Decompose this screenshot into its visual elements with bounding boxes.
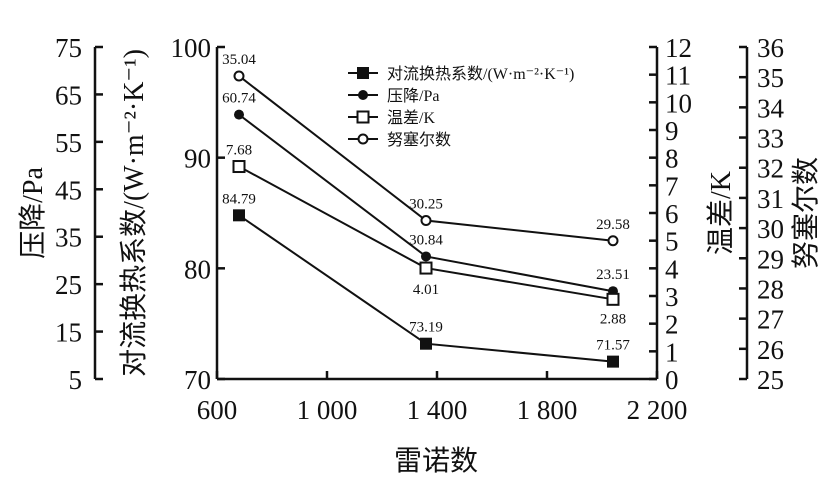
data-point-temp — [419, 261, 433, 275]
temp-tick-label: 6 — [665, 199, 679, 229]
pressure-tick-label: 5 — [69, 365, 83, 395]
nu-tick-label: 30 — [757, 214, 784, 244]
x-tick-label: 600 — [197, 395, 238, 425]
x-tick-label: 1 800 — [517, 395, 578, 425]
temp-tick-label: 10 — [665, 88, 692, 118]
nu-tick-label: 25 — [757, 365, 784, 395]
data-label-heat: 84.79 — [222, 191, 256, 207]
pressure-tick-label: 25 — [55, 270, 82, 300]
legend-label-pressure: 压降/Pa — [387, 87, 439, 105]
pressure-tick-label: 65 — [55, 80, 82, 110]
data-label-nu: 35.04 — [222, 52, 256, 68]
nu-tick-label: 32 — [757, 154, 784, 184]
heat-tick-label: 80 — [184, 254, 211, 284]
data-point-nu — [607, 235, 619, 247]
data-label-heat: 73.19 — [409, 320, 443, 336]
temp-tick-label: 3 — [665, 282, 679, 312]
heat-tick-label: 90 — [184, 144, 211, 174]
temp-tick-label: 4 — [665, 254, 679, 284]
temp-tick-label: 11 — [665, 61, 691, 91]
nu-tick-label: 26 — [757, 335, 784, 365]
nu-tick-label: 35 — [757, 63, 784, 93]
data-label-pressure: 23.51 — [596, 267, 630, 283]
x-tick-label: 1 400 — [407, 395, 468, 425]
data-point-pressure — [421, 251, 431, 262]
data-label-temp: 7.68 — [226, 143, 252, 159]
x-tick-label: 1 000 — [297, 395, 358, 425]
nu-tick-label: 34 — [757, 93, 785, 123]
pressure-axis-title: 压降/Pa — [17, 167, 49, 259]
pressure-tick-label: 55 — [55, 128, 82, 158]
data-point-nu — [233, 70, 245, 82]
nu-axis-title: 努塞尔数 — [790, 157, 822, 269]
legend-label-heat: 对流换热系数/(W·m⁻²·K⁻¹) — [387, 65, 574, 83]
temp-tick-label: 9 — [665, 116, 679, 146]
data-label-temp: 4.01 — [413, 282, 439, 298]
legend: 对流换热系数/(W·m⁻²·K⁻¹) 压降/Pa 温差/K 努塞尔数 — [348, 65, 574, 149]
temp-tick-label: 1 — [665, 337, 679, 367]
nu-tick-label: 31 — [757, 184, 784, 214]
temp-tick-label: 2 — [665, 310, 679, 340]
temp-tick-label: 8 — [665, 144, 679, 174]
data-point-temp — [232, 160, 246, 174]
data-point-nu — [420, 215, 432, 227]
data-label-pressure: 60.74 — [222, 91, 256, 107]
nu-tick-label: 29 — [757, 244, 784, 274]
temp-axis-title: 温差/K — [705, 171, 737, 255]
legend-label-temp: 温差/K — [387, 109, 435, 127]
pressure-tick-label: 15 — [55, 318, 82, 348]
x-axis-title: 雷诺数 — [394, 445, 478, 477]
temp-tick-label: 5 — [665, 227, 679, 257]
legend-label-nu: 努塞尔数 — [387, 131, 451, 149]
legend-marker-nu — [357, 133, 369, 145]
temp-tick-label: 7 — [665, 171, 679, 201]
data-point-heat — [607, 355, 619, 368]
temp-tick-label: 0 — [665, 365, 679, 395]
pressure-tick-label: 45 — [55, 175, 82, 205]
data-label-temp: 2.88 — [600, 311, 626, 327]
data-point-heat — [233, 209, 245, 222]
pressure-tick-label: 35 — [55, 223, 82, 253]
data-point-heat — [420, 337, 432, 350]
heat-tick-label: 70 — [184, 365, 211, 395]
x-tick-label: 2 200 — [627, 395, 688, 425]
nu-tick-label: 36 — [757, 33, 784, 63]
legend-marker-pressure — [358, 90, 368, 100]
pressure-tick-label: 75 — [55, 33, 82, 63]
legend-marker-temp — [356, 110, 370, 124]
data-point-pressure — [234, 109, 244, 120]
temp-tick-label: 12 — [665, 33, 692, 63]
nu-tick-label: 28 — [757, 274, 784, 304]
legend-marker-heat — [357, 67, 369, 79]
nu-tick-label: 33 — [757, 124, 784, 154]
nu-tick-label: 27 — [757, 305, 784, 335]
data-label-heat: 71.57 — [596, 338, 630, 354]
heat-axis-title: 对流换热系数/(W·m⁻²·K⁻¹) — [118, 49, 150, 377]
data-label-nu: 29.58 — [596, 217, 630, 233]
data-point-temp — [606, 292, 620, 306]
data-label-pressure: 30.84 — [409, 232, 443, 248]
heat-tick-label: 100 — [171, 33, 212, 63]
data-label-nu: 30.25 — [409, 197, 443, 213]
